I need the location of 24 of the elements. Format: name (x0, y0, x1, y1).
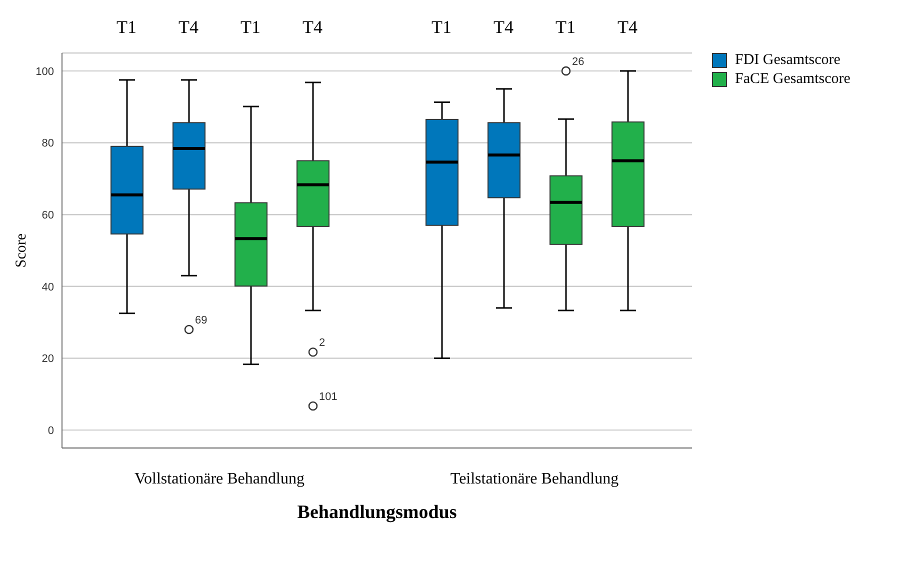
text: T4 (302, 17, 322, 37)
y-tick-label: 100 (36, 66, 54, 78)
y-tick-label: 80 (42, 138, 54, 150)
annotation: 69 (195, 314, 208, 326)
y-tick-label: 20 (42, 353, 54, 366)
legend-label: FDI Gesamtscore (735, 52, 840, 69)
x-tick-label: Teilstationäre Behandlung (450, 470, 619, 488)
text: T4 (178, 17, 198, 37)
text: T1 (240, 17, 260, 37)
text: T4 (494, 17, 514, 37)
y-tick-label: 60 (42, 209, 54, 222)
y-axis-title: Score (13, 233, 30, 268)
text: T1 (432, 17, 452, 37)
annotation: 101 (319, 390, 338, 403)
annotation: 26 (572, 56, 584, 68)
y-tick-label: 0 (48, 424, 54, 437)
text: T1 (556, 17, 576, 37)
x-axis-title: Behandlungsmodus (297, 502, 457, 523)
text: T4 (618, 17, 638, 37)
y-tick-label: 40 (42, 281, 54, 294)
text: T1 (116, 17, 136, 37)
x-tick-label: Vollstationäre Behandlung (134, 470, 304, 488)
legend-label: FaCE Gesamtscore (735, 71, 850, 88)
annotation: 2 (319, 337, 326, 350)
